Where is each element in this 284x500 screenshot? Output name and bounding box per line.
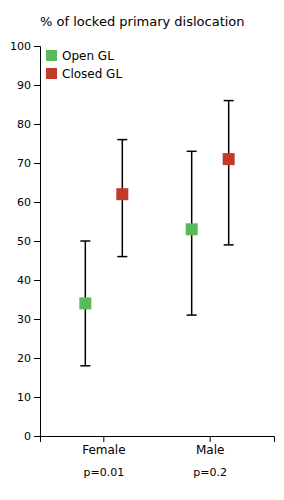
annotation: p=0.01 bbox=[83, 466, 124, 479]
series bbox=[79, 151, 197, 365]
x-tick-mark bbox=[103, 436, 104, 442]
y-tick: 60 bbox=[17, 196, 40, 209]
y-tick-mark bbox=[34, 46, 40, 47]
legend-item: Closed GL bbox=[46, 67, 122, 81]
x-tick-label: Male bbox=[196, 443, 224, 457]
y-tick-label: 80 bbox=[17, 118, 31, 131]
legend-label: Open GL bbox=[62, 49, 114, 63]
y-tick-label: 100 bbox=[10, 40, 31, 53]
error-cap-low bbox=[187, 314, 197, 316]
y-tick-label: 40 bbox=[17, 274, 31, 287]
y-tick-label: 90 bbox=[17, 79, 31, 92]
chart: 0102030405060708090100FemaleMalep=0.01p=… bbox=[0, 0, 284, 500]
y-tick-mark bbox=[34, 358, 40, 359]
marker bbox=[116, 188, 128, 200]
annotations: p=0.01 p=0.2 bbox=[83, 466, 227, 479]
y-tick: 100 bbox=[10, 40, 40, 53]
title: % of locked primary dislocation bbox=[40, 14, 245, 29]
error-cap-low bbox=[80, 365, 90, 367]
y-tick-mark bbox=[34, 202, 40, 203]
y-tick-label: 0 bbox=[24, 430, 31, 443]
error-cap-high bbox=[224, 100, 234, 102]
y-tick-mark bbox=[34, 280, 40, 281]
marker bbox=[186, 223, 198, 235]
y-tick-mark bbox=[34, 436, 40, 437]
y-tick-mark bbox=[34, 124, 40, 125]
legend: Open GL Closed GL bbox=[46, 49, 122, 81]
legend-item: Open GL bbox=[46, 49, 114, 63]
y-tick-label: 20 bbox=[17, 352, 31, 365]
y-tick: 30 bbox=[17, 313, 40, 326]
x-tick: Female bbox=[82, 436, 125, 457]
legend-label: Closed GL bbox=[62, 67, 122, 81]
error-cap-high bbox=[80, 240, 90, 242]
series bbox=[116, 101, 234, 257]
x-tick-label: Female bbox=[82, 443, 125, 457]
y-tick-mark bbox=[34, 397, 40, 398]
annotation: p=0.2 bbox=[193, 466, 227, 479]
y-tick: 80 bbox=[17, 118, 40, 131]
error-cap-low bbox=[117, 256, 127, 258]
x-tick: Male bbox=[196, 436, 224, 457]
y-tick: 70 bbox=[17, 157, 40, 170]
error-cap-high bbox=[187, 151, 197, 153]
y-tick-mark bbox=[34, 163, 40, 164]
x-axis: Female Male bbox=[41, 436, 275, 457]
y-tick-label: 60 bbox=[17, 196, 31, 209]
legend-swatch bbox=[46, 50, 57, 61]
y-tick-label: 10 bbox=[17, 391, 31, 404]
y-tick: 20 bbox=[17, 352, 40, 365]
y-axis: 0 10 20 30 40 50 60 70 80 90 100 bbox=[10, 40, 41, 443]
legend-swatch bbox=[46, 68, 57, 79]
y-tick: 0 bbox=[24, 430, 40, 443]
y-tick-mark bbox=[34, 85, 40, 86]
error-cap-high bbox=[117, 139, 127, 141]
error-cap-low bbox=[224, 244, 234, 246]
y-tick: 40 bbox=[17, 274, 40, 287]
y-tick-label: 70 bbox=[17, 157, 31, 170]
y-tick-mark bbox=[34, 319, 40, 320]
x-tick-mark bbox=[210, 436, 211, 442]
marker bbox=[223, 153, 235, 165]
y-tick: 10 bbox=[17, 391, 40, 404]
y-tick: 90 bbox=[17, 79, 40, 92]
marks bbox=[79, 101, 234, 366]
y-tick: 50 bbox=[17, 235, 40, 248]
marker bbox=[79, 297, 91, 309]
y-tick-label: 50 bbox=[17, 235, 31, 248]
y-axis-line bbox=[34, 47, 41, 437]
y-tick-mark bbox=[34, 241, 40, 242]
error-bar bbox=[228, 101, 230, 245]
x-axis-line bbox=[41, 437, 275, 443]
plot: 0102030405060708090100FemaleMalep=0.01p=… bbox=[10, 40, 275, 479]
y-tick-label: 30 bbox=[17, 313, 31, 326]
